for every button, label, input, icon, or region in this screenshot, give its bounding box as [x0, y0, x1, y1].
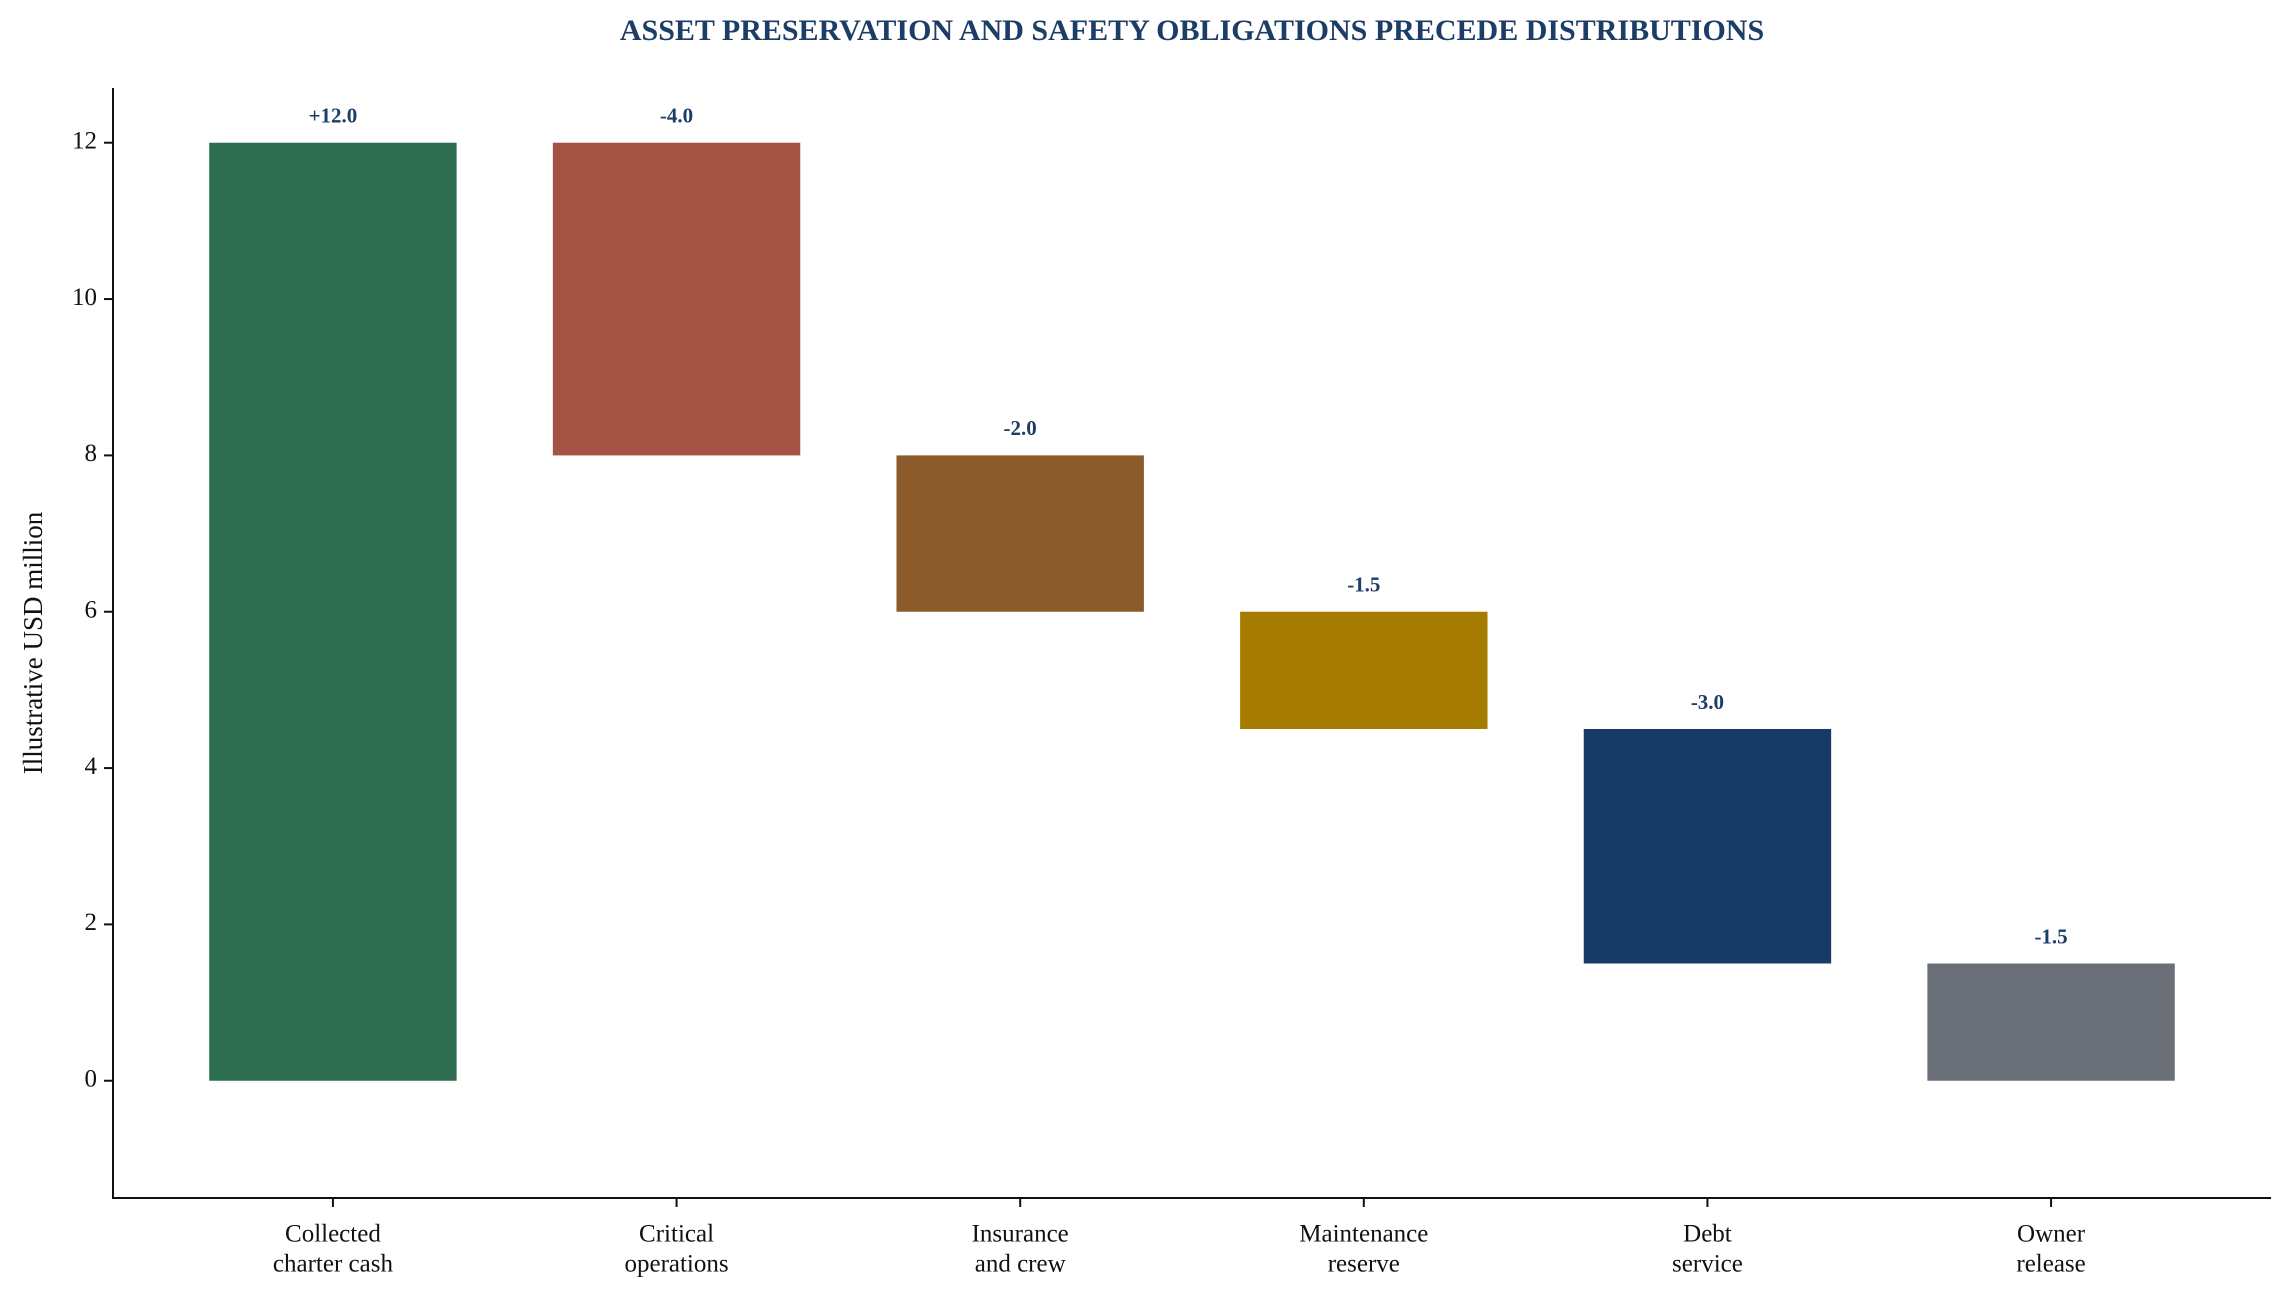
x-tick-label: reserve — [1328, 1251, 1400, 1278]
chart-title: ASSET PRESERVATION AND SAFETY OBLIGATION… — [620, 14, 1764, 47]
y-tick-label: 4 — [85, 753, 98, 780]
bar — [1927, 963, 2175, 1081]
x-tick-label: Debt — [1683, 1221, 1732, 1248]
y-tick-label: 6 — [85, 596, 98, 623]
y-tick-label: 0 — [85, 1065, 98, 1092]
y-tick-label: 8 — [85, 440, 98, 467]
bar — [552, 142, 801, 456]
x-tick-label: charter cash — [273, 1251, 394, 1278]
value-label: -2.0 — [1004, 416, 1037, 440]
y-axis-label: Illustrative USD million — [18, 511, 48, 774]
x-tick-label: and crew — [975, 1251, 1066, 1278]
x-tick-label: Critical — [639, 1221, 714, 1248]
y-tick-label: 12 — [72, 127, 97, 154]
bar — [1583, 728, 1832, 964]
x-tick-label: Collected — [285, 1221, 381, 1248]
x-tick-label: release — [2016, 1251, 2085, 1278]
y-tick-label: 2 — [85, 909, 98, 936]
x-tick-label: operations — [624, 1251, 728, 1278]
y-tick-label: 10 — [72, 284, 97, 311]
bar — [1240, 611, 1488, 729]
value-label: -1.5 — [2034, 924, 2067, 948]
value-label: +12.0 — [309, 104, 358, 128]
value-label: -1.5 — [1347, 573, 1380, 597]
bar — [896, 455, 1144, 612]
value-label: -4.0 — [660, 104, 693, 128]
value-label: -3.0 — [1691, 690, 1724, 714]
x-tick-label: Maintenance — [1299, 1221, 1428, 1248]
x-tick-label: service — [1672, 1251, 1743, 1278]
x-tick-label: Owner — [2017, 1221, 2086, 1248]
x-tick-label: Insurance — [972, 1221, 1069, 1248]
bar — [209, 142, 457, 1081]
